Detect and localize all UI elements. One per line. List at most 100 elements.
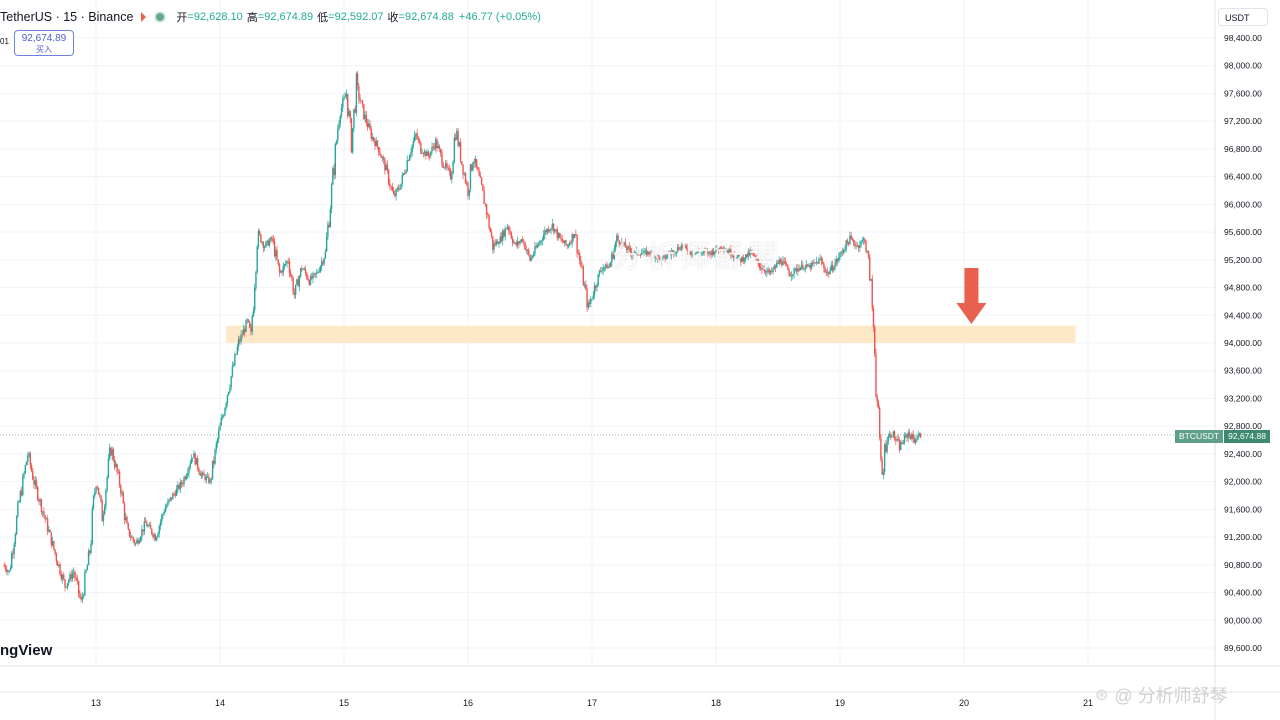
time-axis[interactable]: 13 14 15 16 17 18 19 20 21 [91,698,1093,708]
candle-body [725,249,727,251]
candle-body [867,251,870,258]
candle-body [311,276,313,279]
candle-body [139,537,142,541]
candle-body [774,265,777,268]
candle-body [540,240,542,242]
candle-body [891,436,893,438]
candle-body [804,266,806,269]
candle-body [43,511,45,516]
candle-body [297,279,299,287]
candle-body [378,146,380,153]
candle-body [742,257,744,262]
candle-body [489,228,492,233]
candle-body [91,508,93,544]
candle-body [834,263,836,269]
candle-body [172,493,174,500]
candle-body [381,157,384,159]
candle-body [805,264,808,267]
candle-body [240,334,242,342]
candle-body [174,493,177,496]
candle-body [436,139,438,149]
candle-body [95,486,97,493]
candle-body [843,250,845,253]
candle-body [590,299,592,304]
candle-body [184,477,186,479]
candle-body [908,432,911,436]
candle-body [133,540,136,544]
candle-body [435,139,437,149]
candle-body [851,238,854,240]
candle-body [694,253,696,255]
candle-body [488,214,490,229]
candle-body [168,499,170,502]
symbol-title[interactable]: TetherUS · 15 · Binance [0,10,134,24]
candle-body [105,489,107,507]
candle-body [710,252,712,256]
candle-body [415,133,417,136]
candle-body [913,438,916,443]
price-tick-label: 97,600.00 [1224,88,1262,98]
candle-body [59,564,61,575]
candle-body [182,484,184,485]
candle-body [612,253,614,259]
candle-body [355,73,358,113]
candle-body [516,241,519,246]
candle-body [735,257,737,259]
buy-button[interactable]: 92,674.89 买入 [14,30,74,56]
candle-body [308,280,310,285]
candle-body [544,230,546,235]
candle-body [595,285,597,288]
tradingview-logo[interactable]: ngView [0,642,53,659]
price-axis[interactable]: 98,400.00 98,000.00 97,600.00 97,200.00 96,8… [1224,33,1262,653]
candle-body [427,151,430,156]
candle-body [494,243,496,245]
candle-body [721,248,723,250]
candle-body [131,537,133,538]
candle-body [431,146,433,152]
candle-body [237,339,240,347]
price-tick-label: 95,200.00 [1224,255,1262,265]
candle-body [41,511,44,513]
candle-body [127,523,129,530]
candle-body [897,439,899,441]
candle-body [441,153,443,165]
candle-body [639,254,642,256]
candle-body [649,253,651,255]
candle-body [289,273,292,276]
candle-body [462,164,464,175]
candle-body [368,123,370,128]
candle-body [453,137,456,162]
candle-body [799,267,802,271]
candle-body [814,262,816,264]
candle-body [549,229,551,232]
candle-body [405,170,407,174]
price-tick-label: 93,200.00 [1224,393,1262,403]
candle-body [524,242,526,250]
candle-body [497,241,499,244]
candle-body [670,252,673,255]
candle-body [825,271,828,273]
candle-body [298,276,301,287]
candle-body [227,391,230,396]
flag-icon[interactable] [141,12,147,22]
candle-body [551,223,554,229]
candle-body [606,264,608,269]
candle-body [585,284,587,289]
candle-body [356,73,359,87]
candle-body [477,167,479,171]
candle-body [515,242,518,246]
candle-body [826,271,829,273]
candle-body [358,86,360,99]
candle-body [382,157,385,160]
currency-selector[interactable]: USDT [1218,8,1268,26]
candle-body [750,251,752,255]
candle-body [394,194,396,197]
candle-body [218,430,220,440]
candle-body [613,248,616,259]
candle-body [183,477,185,485]
candle-body [596,285,598,288]
candle-body [201,472,204,475]
candle-body [602,267,604,271]
